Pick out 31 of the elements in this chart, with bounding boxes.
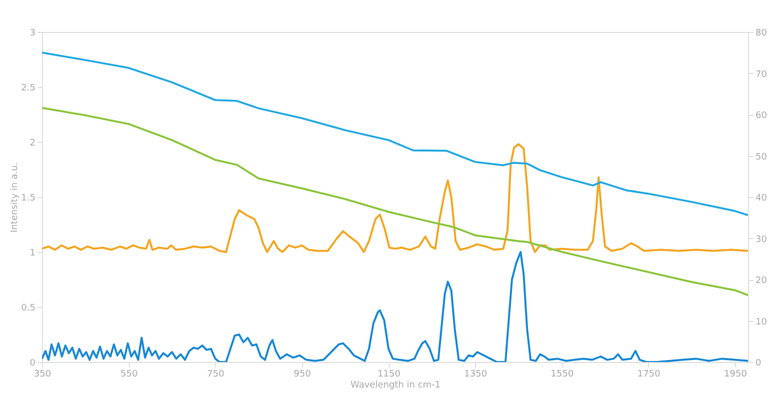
y-axis-title: Intensity in a.u. (10, 162, 20, 233)
y2-tick-label: 80 (756, 28, 768, 38)
x-tick-label: 550 (120, 370, 138, 380)
y-tick-label: 3 (30, 28, 36, 38)
y-tick-label: 1.5 (21, 194, 36, 204)
y2-tick-label: 0 (756, 358, 762, 368)
line-series (42, 52, 748, 216)
line-series (42, 143, 748, 253)
y2-tick-label: 70 (756, 70, 768, 80)
line-series (42, 251, 748, 362)
y2-tick-label: 30 (756, 234, 768, 245)
x-tick-label: 350 (34, 370, 52, 380)
line-series (42, 106, 748, 296)
x-tick-label: 1150 (378, 370, 401, 380)
y2-tick-label: 40 (756, 194, 768, 204)
y-tick-label: 0 (30, 358, 36, 368)
x-tick-label: 1350 (464, 370, 488, 380)
y2-tick-label: 10 (756, 317, 768, 328)
x-tick-label: 1950 (724, 370, 748, 380)
x-tick-label: 750 (207, 370, 225, 380)
x-axis-title: Wavelength in cm-1 (350, 380, 441, 390)
x-tick-label: 950 (294, 370, 312, 380)
y-tick-label: 1 (30, 248, 36, 258)
y2-tick-label: 50 (756, 152, 768, 162)
x-tick-label: 1750 (637, 370, 661, 380)
y-tick-label: 2.5 (21, 84, 36, 94)
y-tick-label: 0.5 (21, 304, 36, 314)
x-tick-label: 1550 (550, 370, 574, 380)
y2-tick-label: 60 (756, 111, 768, 121)
y2-tick-label: 20 (756, 276, 768, 286)
y-tick-label: 2 (30, 138, 36, 148)
